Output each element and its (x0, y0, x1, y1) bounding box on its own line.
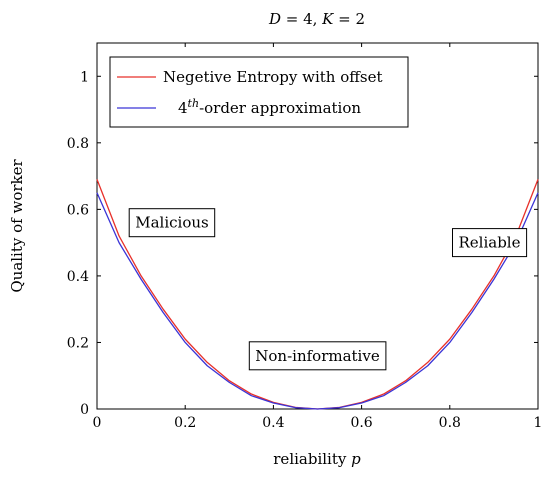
legend-approx-post: -order approximation (199, 99, 361, 117)
title-part-b: = 2 (333, 10, 365, 28)
legend-label-approx: 4th-order approximation (178, 97, 361, 117)
y-tick-label: 0.2 (67, 335, 89, 351)
series-line-approx (96, 192, 539, 410)
y-tick-label: 1 (80, 69, 89, 85)
title-var-d: D (268, 10, 281, 28)
title-part-a: = 4, (281, 10, 322, 28)
annotation-box (248, 341, 387, 371)
annotation-box (452, 228, 528, 258)
x-axis-label-text: reliability (273, 450, 351, 468)
annotation-text: Malicious (135, 214, 208, 232)
legend-label-entropy: Negetive Entropy with offset (163, 68, 383, 86)
x-axis-label-var: p (351, 450, 361, 468)
y-tick-label: 0.8 (67, 136, 89, 152)
x-tick-label: 0.8 (439, 415, 461, 431)
annotation-text: Non-informative (255, 347, 380, 365)
annotation-layer: Malicious Non-informative Reliable (128, 208, 528, 371)
x-tick-label: 0.2 (174, 415, 196, 431)
x-axis: 0 0.2 0.4 0.6 0.8 1 (93, 43, 543, 431)
y-tick-label: 0.4 (67, 269, 89, 285)
x-axis-label: reliability p (273, 450, 361, 468)
legend-box (109, 56, 409, 128)
x-tick-label: 0 (93, 415, 102, 431)
y-axis: 0 0.2 0.4 0.6 0.8 1 (67, 69, 538, 418)
annotation-non-informative: Non-informative (248, 341, 387, 371)
annotation-malicious: Malicious (128, 208, 216, 238)
y-tick-label: 0 (80, 402, 89, 418)
legend-approx-sup: th (188, 97, 200, 110)
annotation-reliable: Reliable (452, 228, 528, 258)
y-axis-label: Quality of worker (8, 159, 26, 293)
y-tick-label: 0.6 (67, 202, 89, 218)
x-tick-label: 0.4 (262, 415, 284, 431)
x-tick-label: 0.6 (350, 415, 372, 431)
title-var-k: K (321, 10, 334, 28)
x-tick-label: 1 (534, 415, 543, 431)
annotation-text: Reliable (458, 234, 520, 252)
annotation-box (128, 208, 216, 238)
legend: Negetive Entropy with offset 4th-order a… (109, 56, 409, 128)
chart-title: D = 4, K = 2 (268, 10, 365, 28)
legend-approx-pre: 4 (178, 99, 188, 117)
series-layer (96, 179, 539, 410)
